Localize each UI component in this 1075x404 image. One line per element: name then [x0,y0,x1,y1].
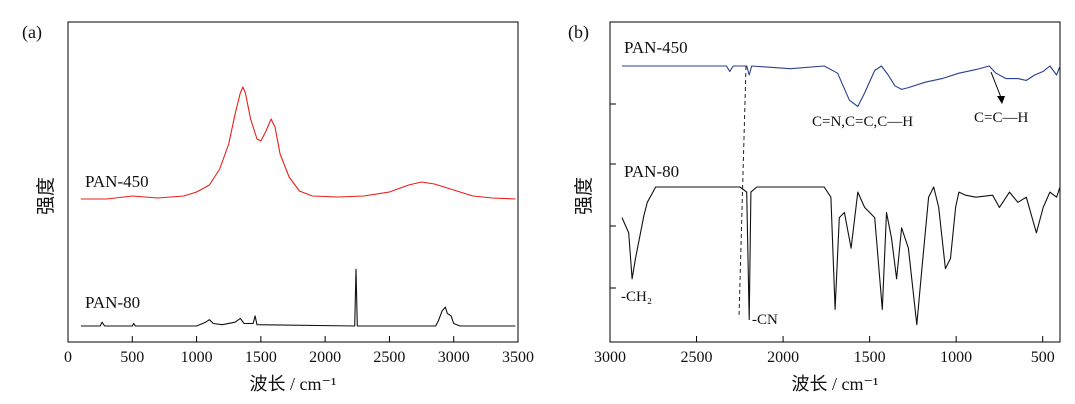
panel-a-curves [80,86,516,327]
panel-a-frame [67,21,519,343]
series-line [622,65,1061,108]
x-tick-label: 1500 [854,349,886,366]
panel-a-x-ticks: 0 500 1000 1500 2000 2500 3000 3500 [64,336,534,366]
panel-b-curves [621,65,1061,326]
series-line [621,186,1061,326]
x-tick-label: 2000 [309,349,341,366]
annotation-cn: -CN [752,312,778,328]
x-tick-label: 2000 [767,349,799,366]
x-tick-label: 500 [120,349,144,366]
panel-a-ylabel: 强度 [35,177,57,215]
panel-a: (a) 强度 0 500 1000 1500 2000 2500 3000 3500 PAN-… [22,21,534,394]
x-tick-label: 1000 [940,349,972,366]
annotation-arrowhead [997,96,1005,104]
x-tick-label: 2500 [373,349,405,366]
series-label-pan80-b: PAN-80 [624,162,679,181]
series-label-pan80-a: PAN-80 [85,293,140,312]
x-tick-label: 2500 [681,349,713,366]
panel-a-label: (a) [22,22,42,43]
panel-a-xlabel: 波长 / cm⁻¹ [250,374,337,394]
panel-b-ylabel: 强度 [573,177,595,215]
x-tick-label: 1000 [181,349,213,366]
series-line [80,86,516,200]
x-tick-label: 3000 [438,349,470,366]
x-tick-label: 1500 [245,349,277,366]
cn-dashed-guide [738,65,747,319]
panel-b-x-ticks: 3000 2500 2000 1500 1000 500 [594,336,1055,366]
annotation-cch: C=C—H [974,110,1028,126]
panel-b: (b) 强度 3000 2500 2000 1500 1000 500 PAN-450 P… [568,21,1061,394]
panel-b-label: (b) [568,22,589,43]
x-tick-label: 0 [64,349,72,366]
annotation-arrow-line [990,71,1003,101]
annotation-cn-cc-ch: C=N,C=C,C—H [812,114,913,130]
annotation-ch2: -CH₂ [621,289,652,305]
series-label-pan450-b: PAN-450 [624,38,688,57]
panel-b-xlabel: 波长 / cm⁻¹ [792,374,879,394]
panel-b-frame [609,21,1061,343]
x-tick-label: 3000 [594,349,626,366]
x-tick-label: 500 [1031,349,1055,366]
series-line [80,268,516,327]
series-label-pan450-a: PAN-450 [85,172,149,191]
x-tick-label: 3500 [502,349,534,366]
